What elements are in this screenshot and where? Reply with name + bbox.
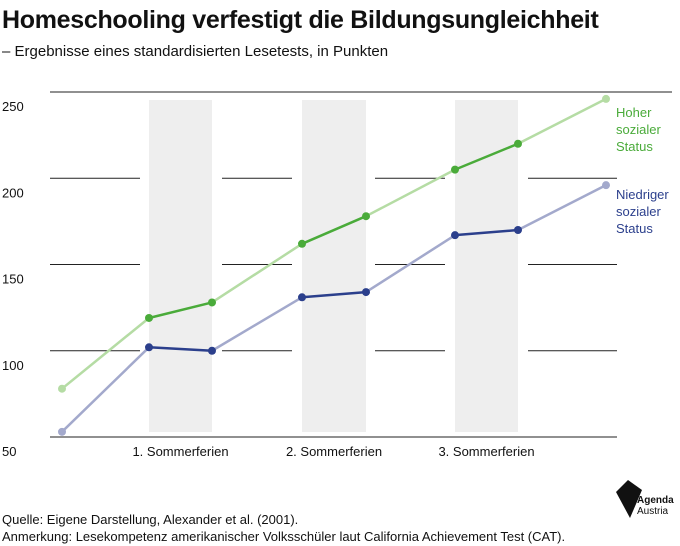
series-2-school-segment-2 — [364, 233, 457, 294]
series-1-summer-segment-2 — [453, 142, 520, 171]
series-1-point — [514, 139, 522, 148]
series-1-summer-segment-0 — [147, 301, 214, 320]
series-2-summer-segment-0 — [147, 346, 214, 352]
series-label-2: Status — [616, 221, 653, 236]
series-2-point — [451, 231, 459, 240]
series-label-1: sozialer — [616, 122, 661, 137]
series-1-point — [145, 313, 153, 322]
series-2-summer-segment-2 — [453, 228, 520, 237]
series-1-point — [451, 165, 459, 174]
series-1-school-segment-0 — [60, 316, 151, 390]
y-tick-label: 150 — [2, 272, 24, 287]
series-2-point — [58, 427, 66, 436]
series-1-summer-segment-1 — [300, 214, 368, 246]
y-tick-label: 200 — [2, 185, 24, 200]
series-2-school-segment-1 — [210, 296, 304, 352]
series-2-school-segment-0 — [60, 346, 151, 434]
y-tick-label: 250 — [2, 99, 24, 114]
series-label-1: Hoher — [616, 105, 652, 120]
source-note: Quelle: Eigene Darstellung, Alexander et… — [2, 512, 299, 527]
chart-subtitle: – Ergebnisse eines standardisierten Lese… — [2, 43, 389, 60]
y-tick-label: 50 — [2, 444, 16, 459]
series-2-point — [208, 346, 216, 355]
summer-band-3 — [455, 100, 518, 432]
series-label-2: sozialer — [616, 204, 661, 219]
chart-title: Homeschooling verfestigt die Bildungsung… — [2, 6, 599, 34]
series-1-point — [58, 384, 66, 393]
series-2-point — [602, 181, 610, 190]
summer-band-2 — [302, 100, 366, 432]
logo-line-1: Agenda — [637, 495, 674, 506]
series-2-summer-segment-1 — [300, 290, 368, 299]
series-1-point — [362, 212, 370, 221]
series-1-point — [208, 298, 216, 307]
summer-band-1 — [149, 100, 212, 432]
series-label-2: Niedriger — [616, 187, 669, 202]
series-1-school-segment-2 — [364, 168, 457, 218]
x-tick-label: 3. Sommerferien — [438, 444, 534, 459]
x-tick-label: 1. Sommerferien — [132, 444, 228, 459]
series-1-point — [602, 94, 610, 103]
series-1-school-segment-1 — [210, 242, 304, 304]
y-tick-label: 100 — [2, 358, 24, 373]
annotation-note: Anmerkung: Lesekompetenz amerikanischer … — [2, 529, 566, 544]
series-2-point — [145, 343, 153, 352]
series-1-school-segment-3 — [516, 97, 608, 145]
logo-text: Agenda Austria — [637, 495, 674, 517]
series-label-1: Status — [616, 139, 653, 154]
series-1-point — [298, 239, 306, 248]
agenda-austria-logo-icon — [616, 480, 642, 518]
logo-line-2: Austria — [637, 506, 669, 517]
series-2-school-segment-3 — [516, 183, 608, 232]
series-2-point — [362, 288, 370, 297]
series-2-point — [514, 226, 522, 234]
x-tick-label: 2. Sommerferien — [286, 444, 382, 459]
series-2-point — [298, 293, 306, 302]
